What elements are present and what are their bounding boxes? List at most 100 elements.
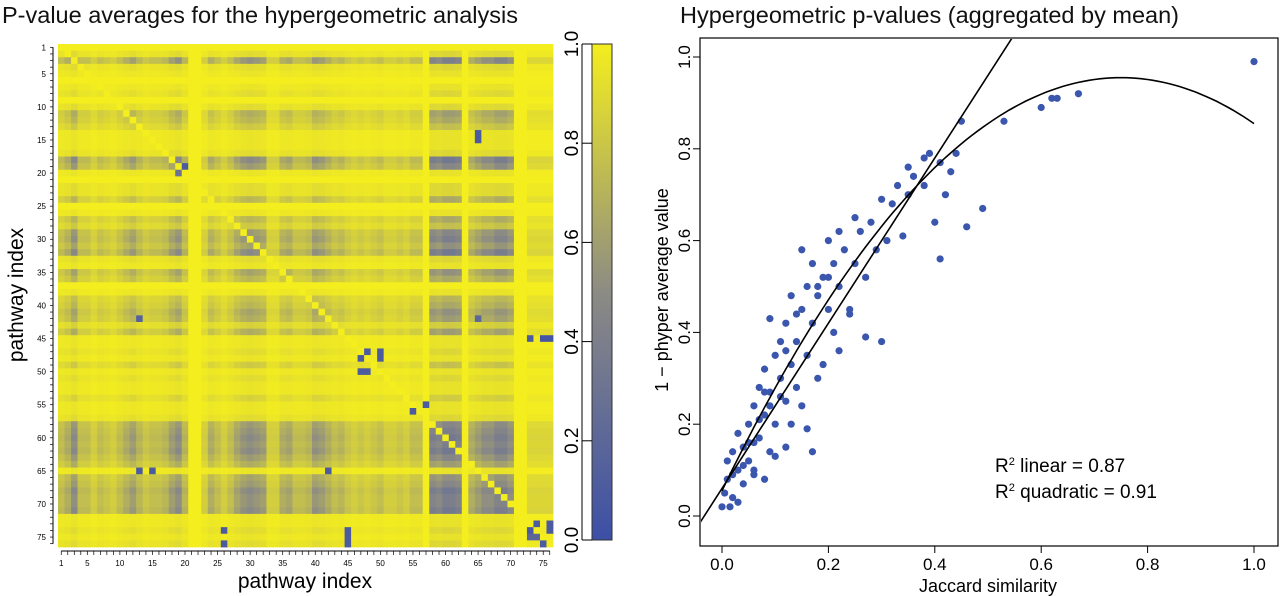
heatmap-cell xyxy=(227,460,235,468)
heatmap-cell xyxy=(279,50,287,58)
heatmap-cell xyxy=(383,408,391,416)
heatmap-cell xyxy=(71,275,78,283)
heatmap-cell xyxy=(136,460,144,468)
heatmap-cell xyxy=(338,454,345,462)
heatmap-cell xyxy=(175,77,183,85)
heatmap-cell xyxy=(546,269,554,277)
heatmap-cell xyxy=(520,282,528,290)
heatmap-cell xyxy=(520,57,528,65)
heatmap-cell xyxy=(71,447,78,455)
heatmap-cell xyxy=(500,44,508,52)
heatmap-cell xyxy=(292,434,300,442)
heatmap-cell xyxy=(149,388,157,396)
heatmap-cell xyxy=(84,361,91,369)
heatmap-cell xyxy=(500,216,508,224)
heatmap-cell xyxy=(253,176,261,184)
heatmap-cell xyxy=(442,229,450,237)
heatmap-cell xyxy=(103,50,111,58)
heatmap-cell xyxy=(142,123,150,131)
heatmap-cell xyxy=(546,143,554,151)
heatmap-cell xyxy=(474,123,482,131)
heatmap-cell xyxy=(194,315,202,323)
heatmap-cell xyxy=(357,149,365,157)
heatmap-cell xyxy=(312,295,319,303)
heatmap-cell xyxy=(71,421,78,429)
heatmap-cell xyxy=(383,460,391,468)
heatmap-cell xyxy=(305,176,313,184)
heatmap-cell xyxy=(539,130,547,138)
heatmap-cell xyxy=(312,321,319,329)
heatmap-cell xyxy=(110,460,118,468)
heatmap-cell xyxy=(97,116,104,124)
heatmap-cell xyxy=(370,149,378,157)
heatmap-cell xyxy=(240,130,248,138)
heatmap-cell xyxy=(416,70,424,78)
heatmap-cell xyxy=(279,123,287,131)
heatmap-cell xyxy=(455,460,463,468)
heatmap-cell xyxy=(77,335,85,343)
heatmap-cell xyxy=(338,361,345,369)
heatmap-cell xyxy=(500,388,508,396)
heatmap-cell xyxy=(259,143,267,151)
heatmap-cell xyxy=(461,460,469,468)
heatmap-cell xyxy=(396,288,404,296)
heatmap-cell xyxy=(409,44,417,52)
heatmap-cell xyxy=(201,182,209,191)
heatmap-cell xyxy=(181,83,189,91)
heatmap-cell xyxy=(168,474,176,482)
heatmap-cell xyxy=(272,355,280,363)
heatmap-cell xyxy=(344,103,352,111)
heatmap-cell xyxy=(507,348,515,356)
heatmap-cell xyxy=(429,182,437,191)
heatmap-cell xyxy=(298,441,306,449)
heatmap-cell xyxy=(442,90,450,98)
heatmap-cell xyxy=(240,335,248,343)
heatmap-cell xyxy=(129,169,137,177)
heatmap-cell xyxy=(97,242,104,250)
heatmap-cell xyxy=(246,202,254,210)
heatmap-cell xyxy=(77,156,85,164)
heatmap-cell xyxy=(513,328,521,336)
heatmap-cell xyxy=(331,255,339,263)
heatmap-cell xyxy=(526,374,534,382)
heatmap-cell xyxy=(64,474,72,482)
heatmap-cell xyxy=(142,348,150,356)
heatmap-cell xyxy=(338,255,345,263)
heatmap-cell xyxy=(435,282,443,290)
heatmap-cell xyxy=(110,302,118,310)
heatmap-cell xyxy=(142,209,150,217)
heatmap-cell xyxy=(136,136,144,144)
heatmap-cell xyxy=(129,163,137,171)
heatmap-cell xyxy=(422,381,430,389)
heatmap-cell xyxy=(246,189,254,197)
heatmap-cell xyxy=(494,130,502,138)
heatmap-cell xyxy=(103,83,111,91)
heatmap-cell xyxy=(546,90,554,98)
heatmap-cell xyxy=(370,368,378,376)
heatmap-cell xyxy=(338,163,345,171)
heatmap-cell xyxy=(240,381,248,389)
heatmap-cell xyxy=(155,136,163,144)
heatmap-cell xyxy=(285,295,293,303)
heatmap-cell xyxy=(207,249,215,257)
heatmap-cell xyxy=(409,103,417,111)
heatmap-cell xyxy=(155,421,163,429)
heatmap-cell xyxy=(272,57,280,65)
heatmap-cell xyxy=(390,96,398,104)
heatmap-cell xyxy=(64,44,72,52)
heatmap-cell xyxy=(266,269,274,277)
heatmap-cell xyxy=(155,103,163,111)
heatmap-cell xyxy=(162,130,170,138)
heatmap-cell xyxy=(396,262,404,270)
heatmap-cell xyxy=(129,110,137,118)
heatmap-cell xyxy=(435,381,443,389)
heatmap-cell xyxy=(272,83,280,91)
heatmap-cell xyxy=(181,242,189,250)
heatmap-cell xyxy=(494,235,502,243)
heatmap-cell xyxy=(116,77,124,85)
heatmap-cell xyxy=(155,163,163,171)
heatmap-cell xyxy=(266,355,274,363)
heatmap-cell xyxy=(364,123,372,131)
heatmap-cell xyxy=(390,388,398,396)
heatmap-cell xyxy=(396,123,404,131)
